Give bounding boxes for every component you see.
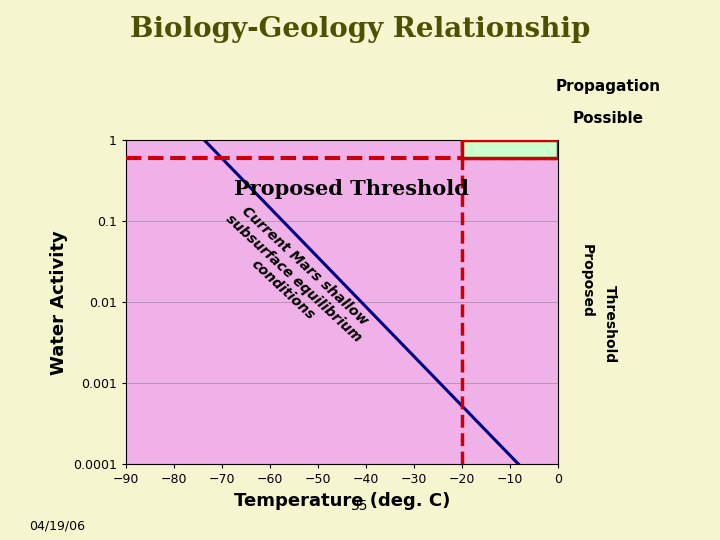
Text: Threshold: Threshold <box>603 285 617 363</box>
Text: Possible: Possible <box>573 111 644 126</box>
Text: 35: 35 <box>351 500 369 514</box>
Y-axis label: Water Activity: Water Activity <box>50 230 68 375</box>
Text: 04/19/06: 04/19/06 <box>29 519 85 532</box>
Text: Proposed Threshold: Proposed Threshold <box>234 179 469 199</box>
Text: Biology-Geology Relationship: Biology-Geology Relationship <box>130 16 590 43</box>
Text: Proposed: Proposed <box>580 244 594 318</box>
X-axis label: Temperature (deg. C): Temperature (deg. C) <box>234 492 450 510</box>
Bar <box>462 140 558 158</box>
Text: Propagation: Propagation <box>556 79 661 94</box>
Text: Current Mars shallow
subsurface equilibrium
conditions: Current Mars shallow subsurface equilibr… <box>212 200 376 356</box>
